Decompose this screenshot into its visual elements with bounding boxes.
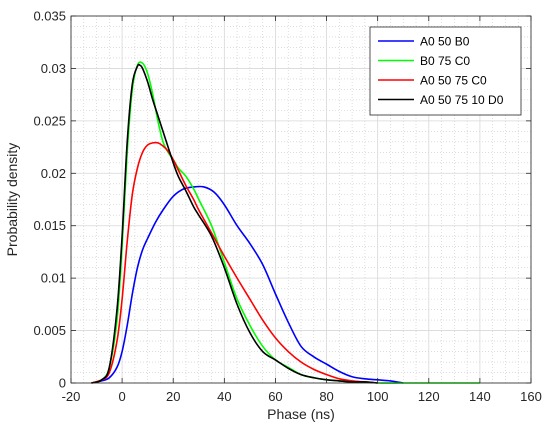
y-tick-label: 0.015 (33, 218, 66, 233)
y-tick-label: 0.035 (33, 9, 66, 24)
axes-frame (70, 15, 532, 384)
x-tick-label: 40 (217, 389, 231, 404)
x-tick-label: 120 (418, 389, 440, 404)
legend: A0 50 B0 B0 75 C0 A0 50 75 C0 A0 50 75 10 D… (369, 26, 522, 116)
y-tick-label: 0.025 (33, 113, 66, 128)
x-tick-label: -20 (62, 389, 81, 404)
series-layer (91, 61, 480, 384)
y-tick-label: 0.005 (33, 323, 66, 338)
x-tick-label: 0 (118, 389, 125, 404)
y-axis-ticks: 0 0.005 0.01 0.015 0.02 0.025 0.03 0.035 (33, 9, 531, 391)
legend-label-1: A0 50 B0 (420, 35, 470, 49)
x-axis-label: Phase (ns) (267, 406, 335, 422)
axes-box (70, 15, 532, 384)
legend-label-2: B0 75 C0 (420, 54, 470, 68)
x-tick-label: 160 (520, 389, 542, 404)
series-line-1 (91, 185, 404, 384)
legend-label-4: A0 50 75 10 D0 (420, 93, 504, 107)
y-tick-label: 0 (59, 376, 66, 391)
y-axis-label: Probability density (4, 143, 20, 257)
x-tick-label: 140 (469, 389, 491, 404)
x-tick-label: 100 (367, 389, 389, 404)
y-tick-label: 0.02 (41, 166, 66, 181)
series-line-4 (91, 63, 378, 384)
y-tick-label: 0.03 (41, 61, 66, 76)
y-tick-label: 0.01 (41, 271, 66, 286)
x-axis-ticks: -20 0 20 40 60 80 100 120 140 160 (62, 16, 542, 404)
x-tick-label: 20 (166, 389, 180, 404)
x-tick-label: 60 (268, 389, 282, 404)
x-tick-label: 80 (319, 389, 333, 404)
series-line-3 (91, 141, 378, 384)
legend-label-3: A0 50 75 C0 (420, 74, 487, 88)
